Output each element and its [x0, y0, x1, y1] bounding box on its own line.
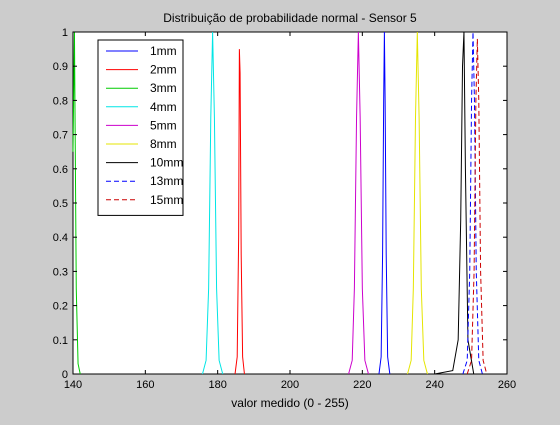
- series-line-1mm: [378, 31, 391, 375]
- y-tick-label: 0.5: [53, 198, 68, 210]
- y-tick-label: 0.3: [53, 266, 68, 278]
- legend-label-13mm: 13mm: [150, 174, 183, 188]
- x-tick-label: 140: [64, 379, 82, 391]
- x-tick-label: 240: [425, 379, 443, 391]
- y-tick-label: 0.9: [53, 61, 68, 73]
- y-tick-label: 0.6: [53, 164, 68, 176]
- x-axis-label: valor medido (0 - 255): [231, 396, 348, 410]
- legend-label-10mm: 10mm: [150, 156, 183, 170]
- legend-label-3mm: 3mm: [150, 81, 177, 95]
- x-tick-label: 260: [498, 379, 516, 391]
- series-line-3mm: [72, 31, 81, 375]
- y-tick-label: 0: [62, 369, 68, 381]
- x-tick-label: 180: [208, 379, 226, 391]
- x-tick-label: 220: [353, 379, 371, 391]
- y-tick-label: 1: [62, 27, 68, 39]
- series-line-5mm: [348, 31, 369, 375]
- axis-layer: 140 160 180 200 220 240 260 0 0.1 0.2 0.3 0.4 0.5 0.6…: [53, 27, 516, 391]
- y-tick-label: 0.1: [53, 335, 68, 347]
- x-tick-label: 160: [136, 379, 154, 391]
- legend-label-4mm: 4mm: [150, 100, 177, 114]
- series-line-13mm: [462, 31, 483, 375]
- legend-label-2mm: 2mm: [150, 63, 177, 77]
- y-tick-label: 0.7: [53, 130, 68, 142]
- legend-label-1mm: 1mm: [150, 44, 177, 58]
- series-line-15mm: [466, 38, 488, 375]
- legend: 1mm 2mm 3mm 4mm 5mm 8mm 10mm 13mm 15mm: [97, 39, 184, 216]
- legend-label-15mm: 15mm: [150, 193, 183, 207]
- x-tick-label: 200: [281, 379, 299, 391]
- series-line-8mm: [407, 31, 428, 375]
- legend-label-8mm: 8mm: [150, 137, 177, 151]
- legend-label-5mm: 5mm: [150, 118, 177, 132]
- series-line-4mm: [201, 31, 224, 375]
- y-tick-label: 0.2: [53, 301, 68, 313]
- series-layer: [72, 31, 488, 375]
- y-tick-label: 0.8: [53, 95, 68, 107]
- series-line-2mm: [234, 49, 245, 375]
- y-tick-label: 0.4: [53, 232, 68, 244]
- series-line-10mm: [434, 31, 475, 375]
- chart-title: Distribuição de probabilidade normal - S…: [163, 11, 417, 25]
